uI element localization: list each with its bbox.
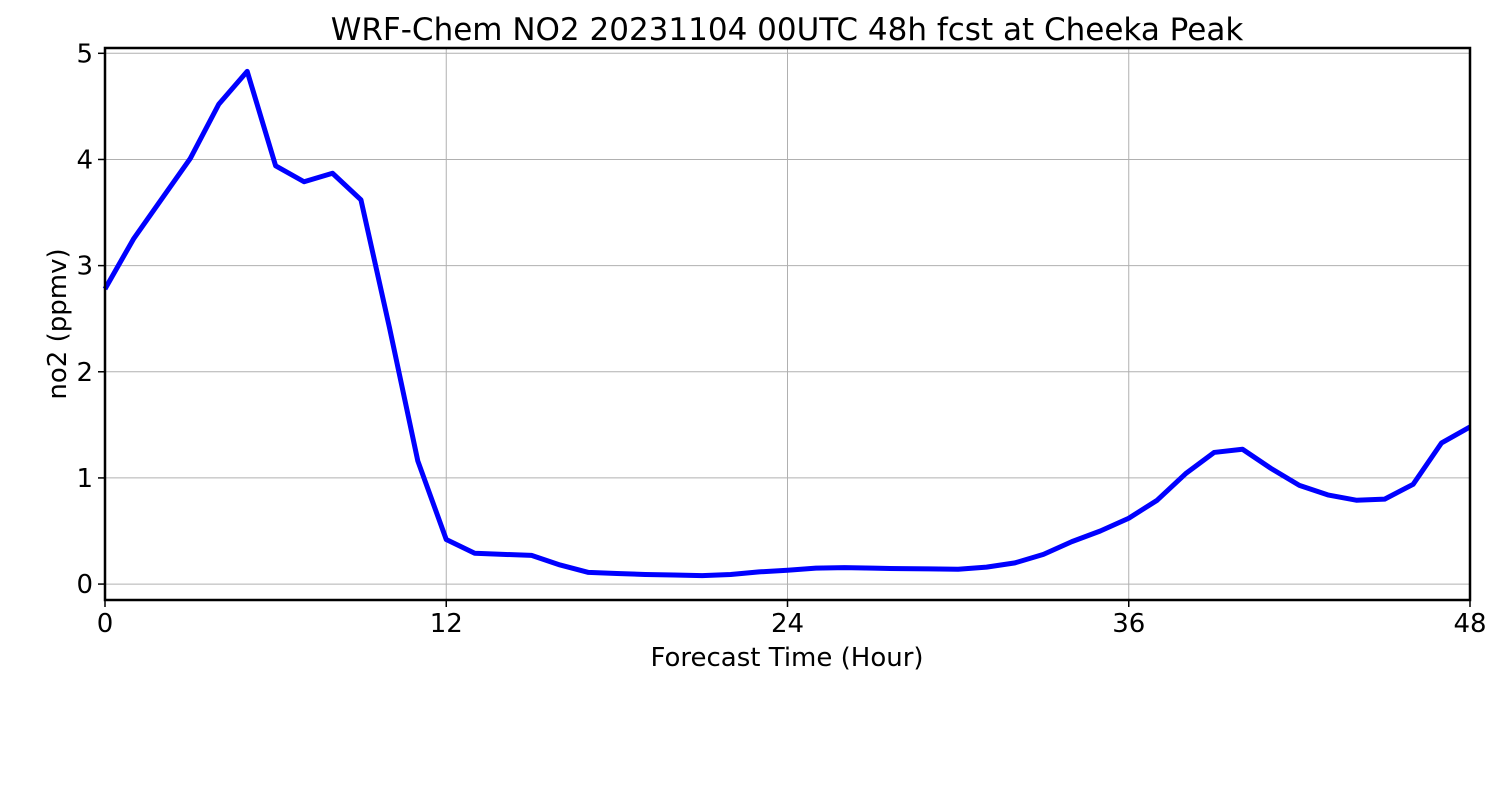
series	[102, 68, 1472, 579]
chart-title: WRF-Chem NO2 20231104 00UTC 48h fcst at …	[331, 12, 1244, 48]
y-tick-label: 3	[76, 252, 93, 282]
series-line	[102, 68, 1472, 579]
x-tick-label: 0	[97, 609, 114, 639]
x-axis-label: Forecast Time (Hour)	[650, 643, 923, 673]
x-tick-label: 48	[1453, 609, 1486, 639]
y-tick-label: 5	[76, 39, 93, 69]
x-tick-label: 12	[430, 609, 463, 639]
x-tick-label: 24	[771, 609, 804, 639]
y-tick-label: 1	[76, 464, 93, 494]
y-tick-label: 2	[76, 358, 93, 388]
x-tick-label: 36	[1112, 609, 1145, 639]
y-tick-label: 0	[76, 570, 93, 600]
y-axis-label: no2 (ppmv)	[43, 248, 73, 399]
y-tick-label: 4	[76, 145, 93, 175]
